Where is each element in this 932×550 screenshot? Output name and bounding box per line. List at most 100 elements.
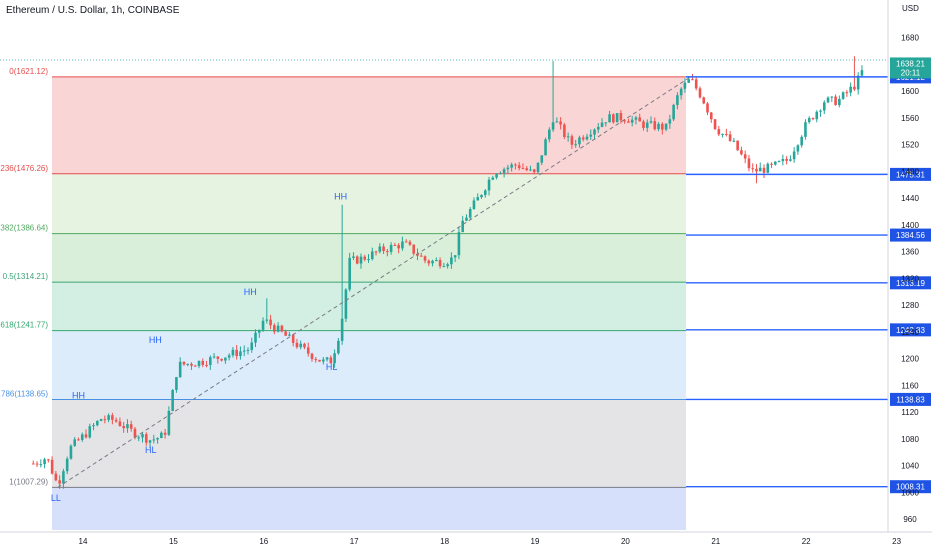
candle-body — [242, 350, 246, 352]
candle-body — [254, 332, 257, 343]
candle-187 — [736, 140, 739, 151]
level-tag-5 — [890, 392, 931, 406]
candle-107 — [435, 257, 438, 262]
candle-body — [555, 121, 559, 123]
candle-body — [340, 318, 344, 341]
candle-109 — [442, 262, 446, 268]
candle-137 — [548, 127, 551, 143]
candle-body — [88, 426, 92, 438]
candle-56 — [242, 345, 246, 357]
candle-199 — [781, 154, 785, 166]
candle-body — [483, 190, 487, 195]
candle-body — [514, 164, 517, 166]
level-label-5: 1138.83 — [896, 395, 925, 404]
candle-117 — [472, 197, 476, 210]
candle-45 — [201, 358, 205, 368]
candle-body — [691, 79, 694, 81]
candle-body — [732, 140, 736, 142]
candle-body — [193, 365, 197, 367]
candle-body — [39, 464, 43, 466]
candle-46 — [205, 360, 208, 368]
candle-body — [521, 168, 525, 170]
candle-194 — [762, 164, 766, 179]
candle-body — [608, 114, 611, 123]
candle-140 — [559, 117, 562, 130]
candle-43 — [193, 364, 197, 367]
level-label-4: 1242.83 — [896, 326, 925, 335]
candle-body — [465, 217, 468, 221]
candle-12 — [77, 437, 80, 441]
candle-body — [325, 357, 329, 360]
candle-body — [811, 118, 815, 120]
fib-zone-6 — [52, 487, 686, 530]
candle-body — [344, 289, 348, 319]
candle-62 — [265, 298, 269, 324]
candle-21 — [111, 412, 114, 425]
candle-body — [333, 353, 336, 364]
candle-123 — [495, 173, 498, 180]
candle-72 — [303, 342, 306, 350]
candle-195 — [766, 162, 770, 174]
candle-body — [495, 173, 498, 178]
candle-119 — [480, 194, 483, 199]
candle-body — [178, 361, 182, 378]
candle-body — [792, 151, 796, 160]
candle-body — [777, 161, 781, 163]
candle-body — [73, 439, 77, 446]
candle-168 — [664, 123, 668, 132]
annotation-2: HL — [145, 445, 157, 455]
candle-59 — [254, 329, 257, 348]
candle-147 — [585, 133, 589, 141]
candle-body — [205, 364, 208, 366]
candle-body — [235, 349, 238, 357]
candle-body — [815, 111, 819, 120]
candle-body — [227, 355, 231, 358]
candle-198 — [777, 160, 781, 163]
candle-body — [540, 155, 544, 163]
price-tick-11: 1400 — [901, 221, 919, 230]
candle-74 — [310, 352, 314, 362]
candle-body — [713, 119, 717, 130]
candle-208 — [815, 110, 819, 123]
candle-body — [499, 173, 502, 175]
candle-14 — [84, 429, 88, 439]
candle-body — [160, 432, 163, 439]
candle-124 — [499, 171, 502, 175]
candle-51 — [224, 357, 227, 364]
candle-166 — [657, 122, 660, 132]
candle-215 — [841, 91, 845, 100]
candle-body — [683, 82, 687, 89]
candle-body — [363, 256, 367, 260]
candle-141 — [563, 122, 566, 140]
candle-body — [423, 256, 427, 261]
candle-3 — [43, 457, 46, 469]
candle-101 — [412, 244, 416, 256]
level-tag-2 — [890, 228, 931, 242]
candle-body — [43, 459, 46, 465]
fib-label-0: 0(1621.12) — [9, 67, 48, 76]
level-tag-6 — [890, 480, 931, 494]
candle-body — [751, 168, 755, 170]
candle-body — [574, 144, 577, 146]
candle-body — [822, 102, 826, 111]
candle-25 — [126, 419, 129, 433]
candle-155 — [615, 113, 619, 123]
candle-6 — [54, 471, 58, 482]
candle-179 — [706, 101, 709, 116]
candle-body — [412, 244, 416, 254]
candle-body — [826, 97, 830, 103]
candle-160 — [634, 115, 638, 125]
candle-210 — [822, 100, 826, 115]
candle-218 — [853, 56, 856, 91]
candle-135 — [540, 155, 544, 166]
price-tick-13: 1480 — [901, 167, 919, 176]
price-tick-3: 1080 — [901, 435, 919, 444]
candle-body — [529, 169, 532, 171]
candle-192 — [755, 164, 758, 184]
candle-body — [747, 158, 751, 169]
candle-body — [525, 168, 529, 171]
candle-body — [453, 255, 457, 258]
candle-98 — [401, 236, 404, 251]
candle-64 — [273, 323, 276, 335]
